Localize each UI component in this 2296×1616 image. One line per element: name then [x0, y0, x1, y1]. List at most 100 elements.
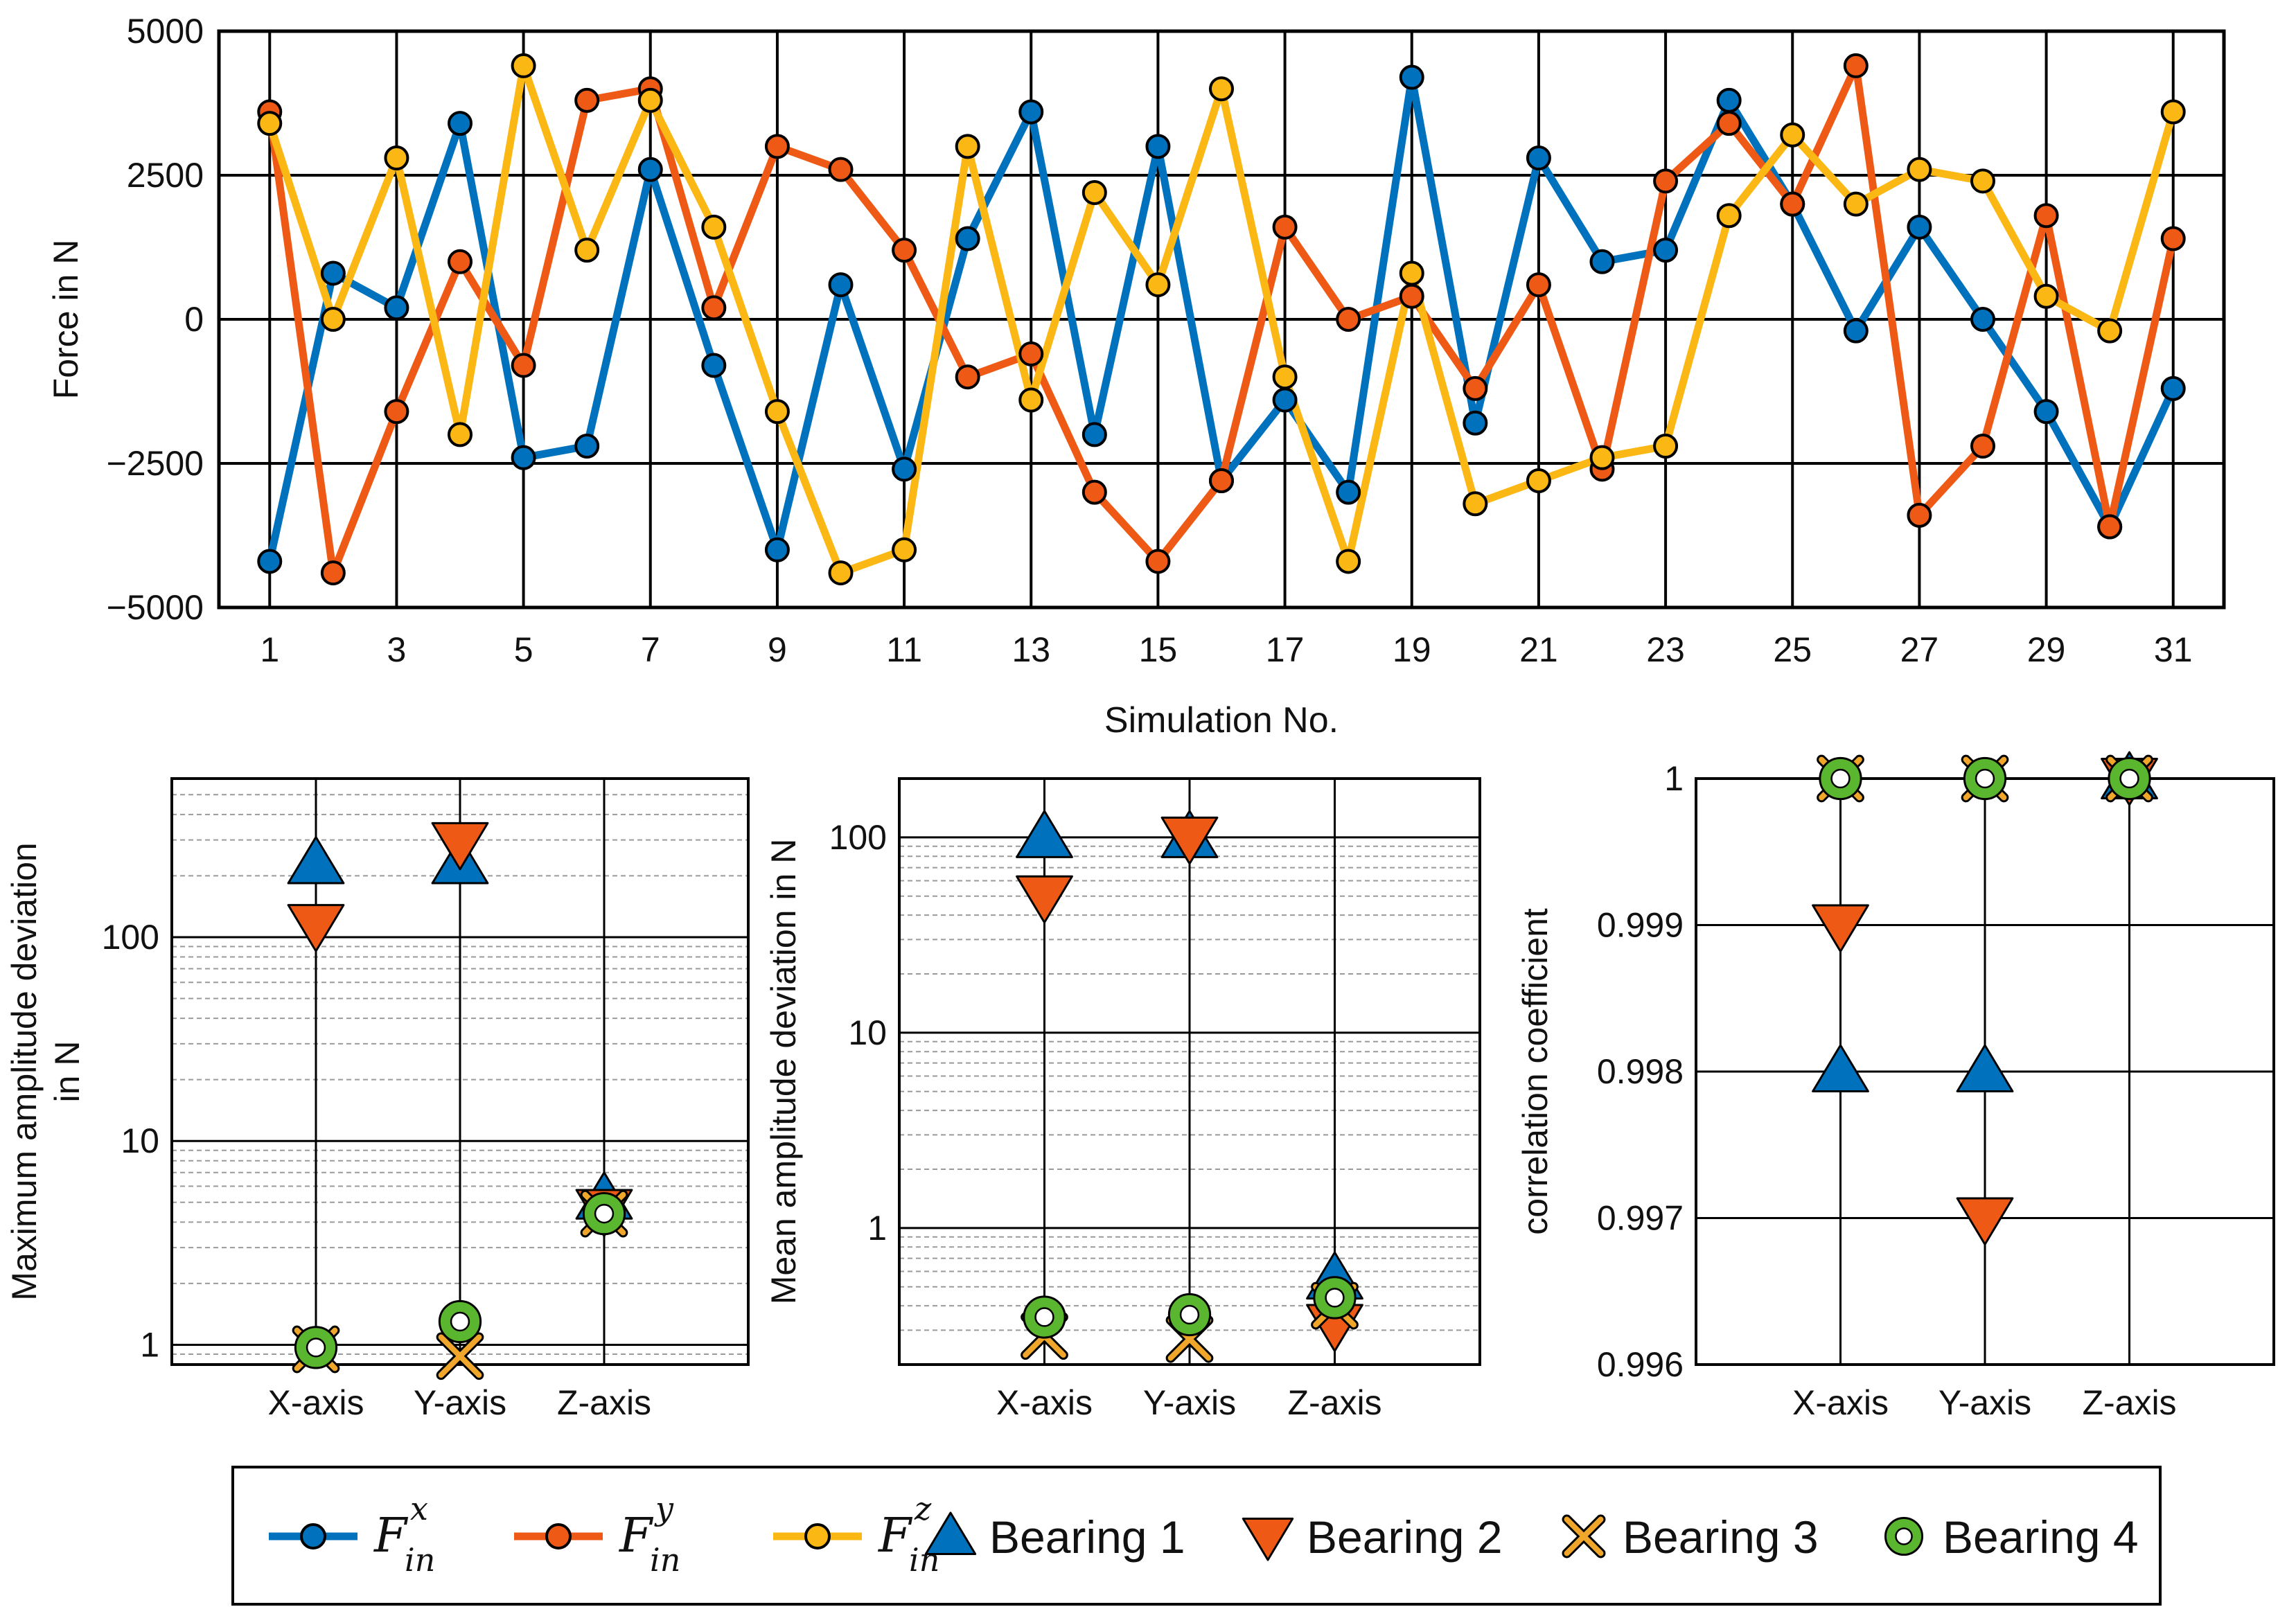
force-point-fz: [1272, 364, 1298, 390]
force-point-fy: [1843, 53, 1869, 78]
force-point-fx: [1843, 318, 1869, 344]
force-point-fz: [1081, 179, 1107, 205]
force-ytick-label: 2500: [127, 156, 204, 195]
force-point-fy: [828, 157, 854, 182]
force-point-fz: [1589, 445, 1615, 470]
force-point-fz: [2097, 318, 2123, 344]
force-point-fx: [1907, 214, 1932, 240]
force-point-fy: [1018, 341, 1044, 366]
corr-chart: 0.996 0.997 0.998 0.999 1 X-axis Y-axis Z-axis c…: [1516, 751, 2275, 1422]
force-xtick-label: 3: [387, 630, 407, 669]
corr-ytick-label: 0.998: [1597, 1052, 1684, 1091]
max_dev-ytick-label: 10: [121, 1121, 159, 1160]
max_dev-bearing4-marker-center: [450, 1311, 470, 1332]
corr-category-label: Y-axis: [1939, 1383, 2031, 1422]
force-point-fy: [1209, 468, 1234, 493]
legend-label: Bearing 4: [1943, 1511, 2139, 1563]
max_dev-bearing2-marker: [287, 904, 345, 952]
mean_dev-bearing4-marker-center: [1325, 1288, 1345, 1308]
max_dev-bearing4-marker-center: [594, 1203, 615, 1224]
force-point-fy: [2097, 514, 2123, 540]
corr-bearing4-marker-center: [2119, 768, 2139, 789]
legend-superscript: y: [654, 1490, 674, 1527]
max_dev-plot-frame: [170, 777, 750, 1366]
max_dev-category-label: Z-axis: [557, 1383, 651, 1422]
force-point-fz: [2160, 99, 2186, 125]
corr-bearing4-marker: [1963, 756, 2007, 801]
force-xtick-label: 15: [1139, 630, 1178, 669]
max_dev-bearing4-marker: [294, 1326, 338, 1369]
force-plot-frame: [217, 29, 2226, 610]
legend-bearing4-marker-center: [1895, 1527, 1913, 1545]
mean_dev-chart: 1 10 100 X-axis Y-axis Z-axis Mean amplitude d…: [764, 777, 1481, 1422]
force-point-fy: [1463, 375, 1488, 401]
force-point-fz: [1653, 434, 1679, 459]
mean_dev-bearing4-marker: [1167, 1293, 1212, 1337]
force-point-fx: [1081, 422, 1107, 447]
corr-bearing4-marker: [2108, 756, 2151, 801]
corr-ytick-label: 0.997: [1597, 1199, 1684, 1238]
max_dev-bearing4-marker: [582, 1192, 626, 1236]
force-point-fy: [2033, 203, 2059, 229]
force-chart: 1 3 5 7 9 11 13 15 17 19 21 23 25 27 29 31−5000−2500025…: [46, 12, 2226, 740]
force-point-fy: [1970, 434, 1995, 459]
force-point-fy: [2160, 226, 2186, 251]
force-point-fx: [574, 434, 600, 459]
force-point-fz: [1526, 468, 1551, 493]
force-xtick-label: 17: [1266, 630, 1305, 669]
legend-label: Bearing 1: [989, 1511, 1185, 1563]
max_dev-ytick-label: 100: [102, 918, 159, 957]
legend-label: Bearing 3: [1623, 1511, 1819, 1563]
force-point-fy: [1526, 272, 1551, 298]
force-point-fy: [448, 249, 473, 274]
force-point-fx: [2160, 375, 2186, 401]
force-point-fy: [1336, 307, 1361, 332]
force-point-fz: [384, 145, 409, 171]
force-ytick-label: 5000: [127, 12, 204, 51]
mean_dev-bearing4-marker-center: [1034, 1307, 1054, 1327]
force-xtick-label: 9: [768, 630, 787, 669]
force-point-fx: [1970, 307, 1995, 332]
legend-bearing3-marker: [1562, 1514, 1606, 1559]
legend-subscript: in: [405, 1541, 435, 1579]
corr-category-label: X-axis: [1792, 1383, 1889, 1422]
corr-y-axis-label: correlation coefficient: [1516, 908, 1555, 1235]
force-xtick-label: 11: [886, 630, 922, 669]
force-point-fx: [637, 157, 663, 182]
force-point-fy: [320, 560, 346, 586]
max_dev-ytick-label: 1: [140, 1325, 159, 1364]
mean_dev-plot-frame: [898, 777, 1481, 1366]
max_dev-bearing3-marker-stroke: [438, 1334, 482, 1378]
max_dev-chart: 1 10 100 X-axis Y-axis Z-axis Maximum amplitud…: [5, 777, 750, 1422]
force-point-fz: [511, 53, 536, 78]
force-point-fx: [1463, 410, 1488, 436]
corr-bearing1-marker: [1956, 1044, 2014, 1092]
force-y-axis-label: Force in N: [46, 240, 85, 400]
mean_dev-bearing4-marker: [1313, 1276, 1357, 1320]
force-point-fz: [574, 238, 600, 263]
force-point-fz: [1018, 387, 1044, 413]
corr-bearing4-marker-center: [1830, 768, 1851, 789]
mean_dev-ytick-label: 10: [848, 1013, 887, 1052]
force-point-fy: [701, 295, 727, 321]
force-point-fz: [828, 560, 854, 586]
legend-symbol: F: [373, 1509, 409, 1563]
force-point-fx: [384, 295, 409, 321]
force-point-fx: [511, 445, 536, 470]
force-point-fx: [2033, 399, 2059, 425]
force-point-fz: [1463, 491, 1488, 517]
force-point-fx: [1145, 134, 1171, 159]
force-xtick-label: 23: [1646, 630, 1685, 669]
force-point-fx: [828, 272, 854, 298]
force-point-fy: [1716, 111, 1742, 136]
legend-bearing1-marker: [924, 1511, 977, 1555]
max_dev-bearing2-marker: [431, 822, 489, 871]
max_dev-bearing4-marker: [438, 1299, 482, 1344]
legend-bearing4-marker: [1884, 1516, 1924, 1556]
mean_dev-category-label: X-axis: [996, 1383, 1093, 1422]
force-point-fx: [955, 226, 980, 251]
force-point-fx: [1653, 238, 1679, 263]
force-point-fx: [701, 353, 727, 378]
